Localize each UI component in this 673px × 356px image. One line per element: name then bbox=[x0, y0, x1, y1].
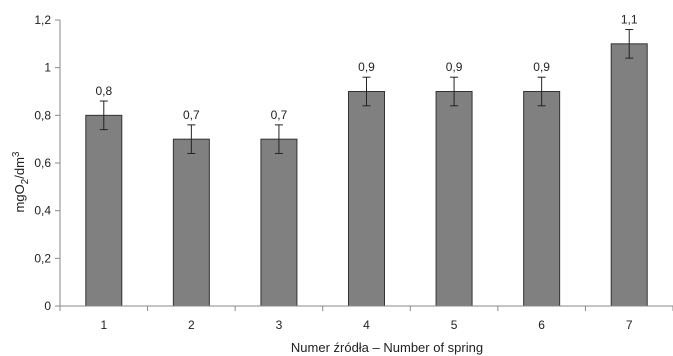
y-axis-title-subscript: 2 bbox=[20, 178, 31, 184]
y-axis-title-base: mgO bbox=[12, 184, 27, 212]
y-tick-label: 0,2 bbox=[34, 251, 51, 265]
y-axis-title-superscript: 3 bbox=[11, 151, 22, 157]
y-tick-label: 0,4 bbox=[34, 204, 51, 218]
bar bbox=[348, 91, 385, 307]
axes-layer: 0 0,2 0,4 0,6 0,8 1 1,2 1 2 3 4 5 6 7 bbox=[34, 13, 673, 332]
x-tick-label: 3 bbox=[276, 318, 283, 332]
data-label: 0,9 bbox=[533, 60, 550, 74]
bar bbox=[523, 91, 561, 307]
x-tick-label: 1 bbox=[100, 318, 107, 332]
y-axis-title: mgO2/dm3 bbox=[11, 151, 31, 212]
y-tick-label: 0,6 bbox=[34, 156, 51, 170]
y-tick-label: 1 bbox=[44, 61, 51, 75]
x-tick-label: 5 bbox=[451, 318, 458, 332]
x-tick-label: 7 bbox=[626, 318, 633, 332]
x-tick-label: 4 bbox=[363, 318, 370, 332]
y-axis-title-unit: /dm bbox=[12, 157, 27, 179]
bar bbox=[172, 138, 210, 307]
bar bbox=[610, 43, 648, 307]
y-tick-label: 1,2 bbox=[34, 13, 51, 27]
y-tick-label: 0 bbox=[44, 299, 51, 313]
bar bbox=[260, 138, 298, 307]
x-tick-label: 2 bbox=[188, 318, 195, 332]
x-axis-title: Numer źródła – Number of spring bbox=[291, 340, 483, 355]
data-label: 0,9 bbox=[358, 60, 375, 74]
data-label: 0,7 bbox=[183, 108, 200, 122]
bar bbox=[435, 91, 473, 307]
data-label: 0,8 bbox=[95, 84, 112, 98]
bars-layer: 0,8 0,7 0,7 0,9 0,9 0,9 1,1 bbox=[85, 13, 648, 307]
data-label: 0,9 bbox=[446, 60, 463, 74]
y-tick-label: 0,8 bbox=[34, 108, 51, 122]
x-tick-label: 6 bbox=[538, 318, 545, 332]
data-label: 1,1 bbox=[621, 13, 638, 27]
data-label: 0,7 bbox=[271, 108, 288, 122]
bar bbox=[85, 114, 123, 307]
